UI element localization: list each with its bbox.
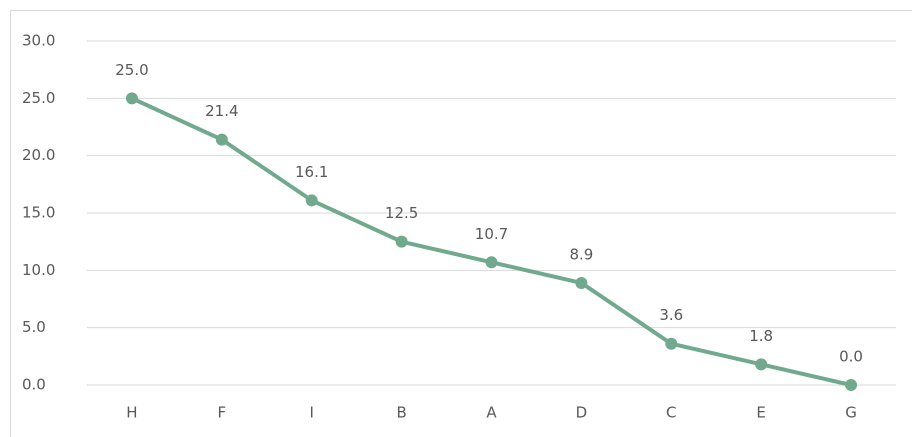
- point: [755, 358, 768, 371]
- x-tick-label: B: [396, 404, 406, 422]
- x-tick-label: G: [845, 404, 857, 422]
- point: [395, 235, 408, 248]
- point: [575, 276, 588, 289]
- x-tick-label: D: [576, 404, 588, 422]
- point: [845, 379, 858, 391]
- data-label: 16.1: [295, 163, 328, 181]
- y-tick-label: 5.0: [22, 318, 46, 336]
- y-tick-label: 25.0: [22, 89, 55, 107]
- y-tick-label: 15.0: [22, 204, 55, 222]
- data-label: 12.5: [385, 204, 418, 222]
- point: [305, 194, 318, 207]
- point: [485, 256, 498, 269]
- data-label: 1.8: [749, 327, 773, 345]
- data-label: 10.7: [475, 225, 508, 243]
- x-tick-label: H: [126, 404, 137, 422]
- data-label: 21.4: [205, 102, 238, 120]
- data-label: 8.9: [569, 245, 593, 263]
- x-tick-label: E: [756, 404, 765, 422]
- data-label: 3.6: [659, 306, 683, 324]
- chart-border: [10, 10, 912, 437]
- y-tick-label: 30.0: [22, 32, 55, 50]
- x-tick-label: A: [486, 404, 497, 422]
- data-label: 0.0: [839, 348, 863, 366]
- x-tick-label: C: [666, 404, 676, 422]
- point: [125, 92, 138, 105]
- data-label: 25.0: [115, 61, 148, 79]
- point: [215, 133, 228, 146]
- y-tick-label: 10.0: [22, 261, 55, 279]
- x-tick-label: I: [310, 404, 314, 422]
- x-tick-label: F: [218, 404, 227, 422]
- y-tick-label: 20.0: [22, 146, 55, 164]
- point: [665, 337, 678, 350]
- y-tick-label: 0.0: [22, 376, 46, 394]
